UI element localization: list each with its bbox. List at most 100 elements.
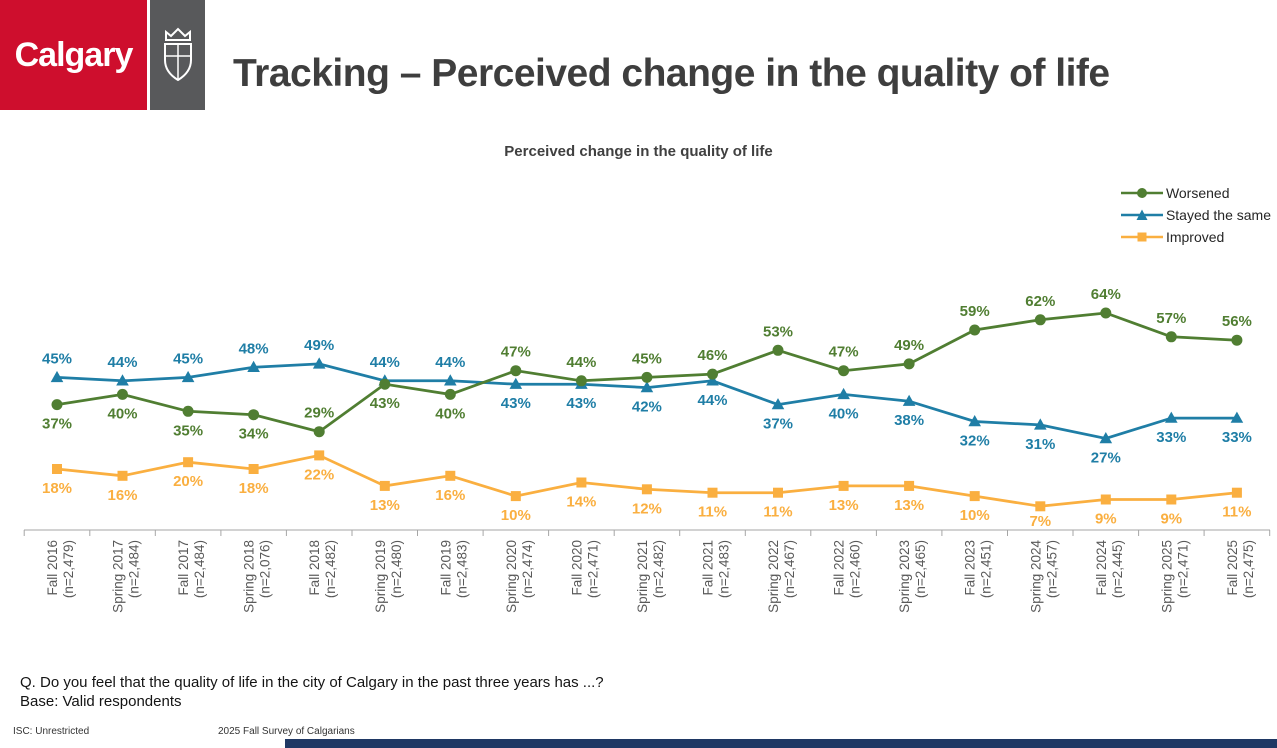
marker-circle xyxy=(1034,314,1046,326)
data-point-label: 13% xyxy=(829,497,859,514)
footer-notes: Q. Do you feel that the quality of life … xyxy=(20,673,604,711)
marker-circle xyxy=(903,358,915,370)
series-line-2 xyxy=(56,453,1238,508)
data-point-label: 43% xyxy=(370,395,400,412)
data-point-label: 48% xyxy=(239,340,269,357)
data-point-label: 38% xyxy=(894,412,924,429)
data-point-label: 10% xyxy=(960,507,990,524)
quality-of-life-line-chart: Fall 2016(n=2,479) Spring 2017(n=2,484) Fa… xyxy=(23,286,1271,613)
data-point-label: 18% xyxy=(42,480,72,497)
data-point-label: 16% xyxy=(107,487,137,504)
marker-circle xyxy=(1100,307,1112,319)
data-point-label: 14% xyxy=(566,494,596,511)
data-point-label: 64% xyxy=(1091,286,1121,303)
marker-circle xyxy=(772,344,784,356)
legend-item-2: Improved xyxy=(1120,226,1271,248)
marker-circle xyxy=(444,388,456,400)
marker-circle xyxy=(510,365,522,377)
x-axis-label: Spring 2018(n=2,076) xyxy=(242,540,273,613)
marker-square xyxy=(969,491,980,502)
legend-label: Worsened xyxy=(1165,185,1230,201)
marker-square xyxy=(52,464,62,474)
data-point-label: 7% xyxy=(1029,513,1051,530)
data-point-label: 44% xyxy=(370,354,400,371)
data-point-label: 10% xyxy=(501,507,531,524)
data-point-label: 27% xyxy=(1091,450,1121,467)
marker-circle xyxy=(379,378,391,390)
data-point-label: 13% xyxy=(894,497,924,514)
data-point-label: 40% xyxy=(107,405,137,422)
data-point-label: 43% xyxy=(501,395,531,412)
calgary-crest-icon xyxy=(163,27,192,82)
marker-square xyxy=(248,464,259,474)
marker-circle xyxy=(641,371,653,383)
x-axis-label: Spring 2020(n=2,474) xyxy=(504,540,535,613)
marker-circle xyxy=(182,405,194,417)
marker-triangle xyxy=(312,357,326,369)
data-point-label: 46% xyxy=(697,347,727,364)
marker-triangle xyxy=(706,374,719,386)
data-point-label: 57% xyxy=(1156,310,1186,327)
x-axis-label: Spring 2025(n=2,471) xyxy=(1159,540,1190,613)
x-axis-label: Spring 2017(n=2,484) xyxy=(111,540,142,613)
marker-square xyxy=(641,484,652,495)
data-point-label: 49% xyxy=(304,337,334,354)
marker-triangle xyxy=(116,374,129,386)
isc-classification: ISC: Unrestricted xyxy=(13,726,90,737)
data-point-label: 33% xyxy=(1156,429,1186,446)
data-point-label: 62% xyxy=(1025,293,1055,310)
marker-square xyxy=(183,457,194,468)
data-point-label: 18% xyxy=(239,480,269,497)
marker-square xyxy=(445,470,456,481)
marker-triangle xyxy=(640,381,654,393)
data-point-label: 45% xyxy=(42,350,72,367)
survey-source: 2025 Fall Survey of Calgarians xyxy=(218,726,355,737)
marker-circle xyxy=(248,409,260,421)
data-point-label: 33% xyxy=(1222,429,1252,446)
marker-circle xyxy=(313,426,325,438)
data-point-label: 40% xyxy=(435,405,465,422)
marker-triangle xyxy=(247,360,260,372)
data-point-label: 13% xyxy=(370,497,400,514)
legend-triangle-marker-icon xyxy=(1120,209,1163,220)
data-point-label: 9% xyxy=(1095,511,1117,528)
page-title: Tracking – Perceived change in the quali… xyxy=(233,52,1110,95)
marker-square xyxy=(1035,501,1046,512)
question-text: Q. Do you feel that the quality of life … xyxy=(20,674,604,691)
marker-square xyxy=(707,487,718,498)
data-point-label: 44% xyxy=(697,392,727,409)
legend-label: Improved xyxy=(1165,229,1225,245)
marker-circle xyxy=(51,399,63,411)
marker-triangle xyxy=(50,370,64,383)
marker-square xyxy=(117,470,128,481)
calgary-logo: Calgary xyxy=(0,0,147,110)
data-point-label: 29% xyxy=(304,405,334,422)
marker-circle xyxy=(838,365,850,377)
base-text: Base: Valid respondents xyxy=(20,693,182,710)
legend-square-marker-icon xyxy=(1120,232,1163,242)
data-point-label: 11% xyxy=(698,504,727,521)
marker-triangle xyxy=(444,374,457,386)
marker-circle xyxy=(969,324,981,336)
x-axis-label: Spring 2023(n=2,465) xyxy=(897,540,928,613)
legend-circle-marker-icon xyxy=(1120,188,1163,198)
data-point-label: 22% xyxy=(304,466,334,483)
marker-square xyxy=(576,477,587,488)
marker-square xyxy=(838,480,849,491)
data-point-label: 11% xyxy=(763,504,792,521)
calgary-crest-box xyxy=(150,0,205,110)
data-point-label: 12% xyxy=(632,500,662,517)
x-axis-label: Fall 2023(n=2,451) xyxy=(963,540,994,598)
x-axis-label: Spring 2022(n=2,467) xyxy=(766,540,797,613)
data-point-label: 20% xyxy=(173,473,203,490)
x-axis-label: Fall 2024(n=2,445) xyxy=(1094,540,1125,599)
marker-triangle xyxy=(1034,418,1047,430)
marker-triangle xyxy=(1099,432,1113,444)
data-point-label: 16% xyxy=(435,487,465,504)
data-point-label: 44% xyxy=(435,354,465,371)
data-point-label: 34% xyxy=(239,426,269,443)
marker-circle xyxy=(1231,334,1243,346)
marker-square xyxy=(1166,494,1177,505)
data-point-label: 49% xyxy=(894,337,924,354)
